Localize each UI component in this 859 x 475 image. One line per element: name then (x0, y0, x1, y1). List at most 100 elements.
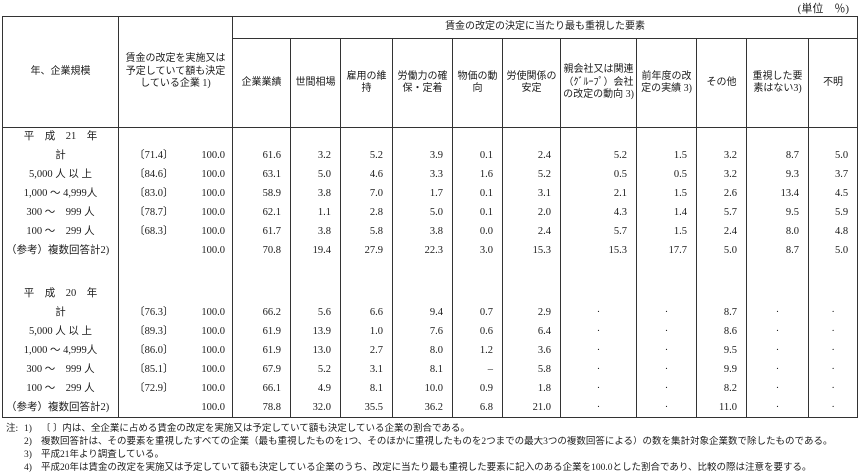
factor-value-3: 3.9 (392, 146, 453, 166)
factor-value-10: · (807, 398, 859, 418)
factor-value-5: 21.0 (502, 398, 561, 418)
bracket-share-value: 〔71.4〕 (118, 146, 175, 166)
factor-value-6 (560, 284, 637, 304)
factor-value-7: 0.5 (636, 165, 697, 185)
footnote-line-3: 3) 平成21年より調査している。 (6, 449, 859, 462)
factor-value-9: 9.5 (746, 203, 809, 223)
factor-value-7: · (636, 303, 697, 323)
year-label-row: 平 成 21 年 (2, 127, 859, 147)
factor-value-3: 8.1 (392, 360, 453, 380)
header-factor-1: 世間相場 (290, 38, 341, 128)
bracket-share-value: 〔72.9〕 (118, 379, 175, 399)
header-factor-8: その他 (696, 38, 747, 128)
base-total-value: 100.0 (174, 379, 233, 399)
base-total-value (174, 284, 233, 304)
reference-row: （参考）複数回答計2) 100.0 70.8 19.4 27.9 22.3 3.0 15.3 1… (2, 241, 859, 261)
factor-value-6: 2.1 (560, 184, 637, 204)
factor-value-1: 13.0 (290, 341, 341, 361)
factor-value-4: 0.0 (452, 222, 503, 242)
row-label: （参考）複数回答計2) (2, 241, 119, 261)
factor-value-7: · (636, 398, 697, 418)
factor-value-3: 3.8 (392, 222, 453, 242)
row-label: 300 ～ 999 人 (2, 203, 119, 223)
factor-value-7: 1.5 (636, 184, 697, 204)
factor-value-10: 5.9 (807, 203, 859, 223)
factor-value-5 (502, 260, 561, 285)
factor-value-5: 5.2 (502, 165, 561, 185)
factor-value-4: 1.6 (452, 165, 503, 185)
factor-value-3: 1.7 (392, 184, 453, 204)
factor-value-2: 5.2 (340, 146, 393, 166)
base-total-value: 100.0 (174, 241, 233, 261)
base-total-value: 100.0 (174, 203, 233, 223)
factor-value-8 (696, 127, 747, 147)
factor-value-10: · (807, 341, 859, 361)
year-label-row: 平 成 20 年 (2, 284, 859, 304)
factor-value-6: · (560, 303, 637, 323)
factor-value-0: 78.8 (232, 398, 291, 418)
factor-value-5: 2.4 (502, 146, 561, 166)
factor-value-1: 32.0 (290, 398, 341, 418)
base-total-value: 100.0 (174, 146, 233, 166)
factor-value-8: 5.0 (696, 241, 747, 261)
row-label: 5,000 人 以 上 (2, 165, 119, 185)
factor-value-0: 63.1 (232, 165, 291, 185)
factor-value-5: 15.3 (502, 241, 561, 261)
bracket-share-value: 〔76.3〕 (118, 303, 175, 323)
factor-value-4 (452, 127, 503, 147)
footnote-line-1: 注: 1) 〔 〕内は、全企業に占める賃金の改定を実施又は予定していて額も決定してい… (6, 423, 859, 436)
factor-value-2: 4.6 (340, 165, 393, 185)
factor-value-4: 6.8 (452, 398, 503, 418)
footnote-number: 2) (24, 437, 32, 447)
factor-value-4: – (452, 360, 503, 380)
header-row-factors: 企業業績 世間相場 雇用の維持 労働力の確保・定着 物価の動向 労使関係の安定 親会社又は関… (3, 38, 859, 128)
factor-value-10 (807, 260, 859, 285)
factor-value-2: 1.0 (340, 322, 393, 342)
base-total-value: 100.0 (174, 303, 233, 323)
footnote-text: 平成21年より調査している。 (41, 450, 165, 460)
header-factor-2: 雇用の維持 (340, 38, 393, 128)
reference-row: （参考）複数回答計2) 100.0 78.8 32.0 35.5 36.2 6.8 21.0 ·… (2, 398, 859, 418)
factor-value-10: · (807, 379, 859, 399)
factor-value-7: · (636, 322, 697, 342)
footnotes: 注: 1) 〔 〕内は、全企業に占める賃金の改定を実施又は予定していて額も決定してい… (6, 423, 859, 475)
factor-value-3: 10.0 (392, 379, 453, 399)
row-label: 平 成 20 年 (2, 284, 119, 304)
factor-value-1: 19.4 (290, 241, 341, 261)
factor-value-0 (232, 284, 291, 304)
footnote-text: 複数回答計は、その要素を重視したすべての企業（最も重視したものを1つ、そのほかに… (41, 437, 833, 447)
base-total-value: 100.0 (174, 165, 233, 185)
spacer-row (2, 260, 859, 285)
bracket-share-value: 〔84.6〕 (118, 165, 175, 185)
factor-value-5: 6.4 (502, 322, 561, 342)
factor-value-3: 8.0 (392, 341, 453, 361)
factor-value-1 (290, 127, 341, 147)
factor-value-10: 4.8 (807, 222, 859, 242)
factor-value-0: 61.9 (232, 341, 291, 361)
footnote-line-4: 4) 平成20年は賃金の改定を実施又は予定していて額も決定している企業のうち、改定… (6, 462, 859, 475)
factor-value-0: 61.6 (232, 146, 291, 166)
factor-value-5 (502, 127, 561, 147)
header-factor-5: 労使関係の安定 (502, 38, 561, 128)
factor-value-9 (746, 284, 809, 304)
data-row: 5,000 人 以 上〔89.3〕 100.0 61.9 13.9 1.0 7.6 0.6 6… (2, 322, 859, 342)
base-total-value: 100.0 (174, 322, 233, 342)
factor-value-10: 5.0 (807, 146, 859, 166)
factor-value-8: 8.6 (696, 322, 747, 342)
factor-value-9: · (746, 379, 809, 399)
factor-value-9: · (746, 341, 809, 361)
factor-value-0: 66.2 (232, 303, 291, 323)
factor-value-9: 8.7 (746, 146, 809, 166)
factor-value-1: 5.0 (290, 165, 341, 185)
factor-value-5: 2.0 (502, 203, 561, 223)
base-total-value: 100.0 (174, 341, 233, 361)
bracket-share-value (118, 284, 175, 304)
base-total-value (174, 260, 233, 285)
row-label: 100 ～ 299 人 (2, 222, 119, 242)
factor-value-1: 3.2 (290, 146, 341, 166)
row-label (2, 260, 119, 285)
factor-value-4: 3.0 (452, 241, 503, 261)
row-label: 計 (2, 146, 119, 166)
header-factor-0: 企業業績 (232, 38, 291, 128)
